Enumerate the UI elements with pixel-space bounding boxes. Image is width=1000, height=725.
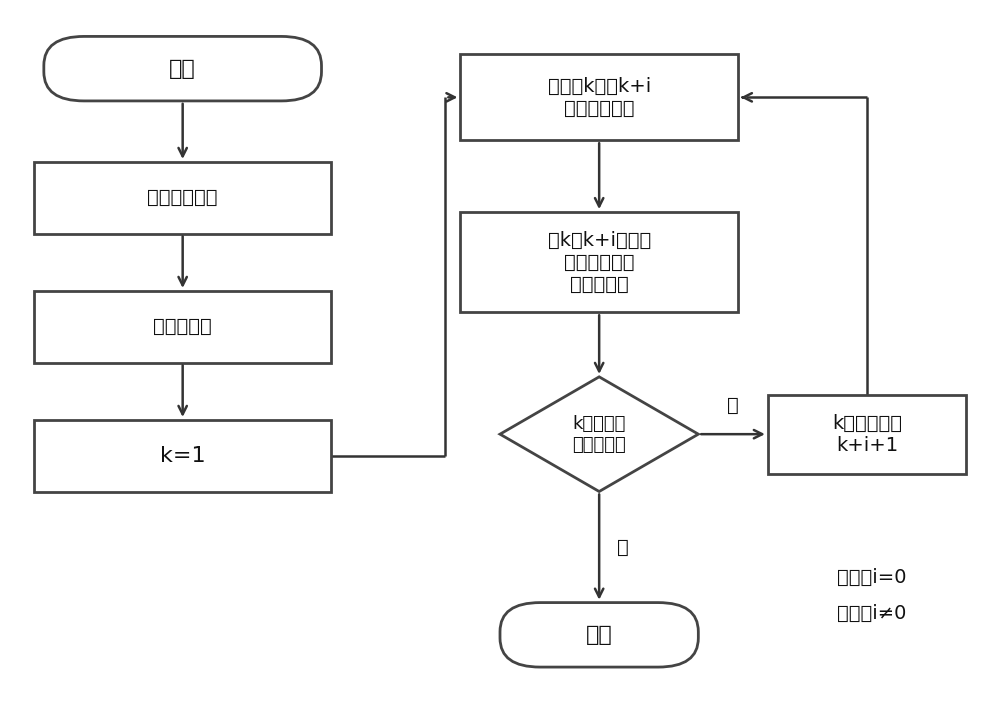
Text: 结束: 结束 — [586, 625, 613, 645]
Text: k重新取值为
k+i+1: k重新取值为 k+i+1 — [832, 414, 902, 455]
Bar — [460, 54, 738, 141]
Bar — [34, 420, 331, 492]
Text: 串行：i=0: 串行：i=0 — [837, 568, 907, 587]
Text: k大于重路
由路径总数: k大于重路 由路径总数 — [572, 415, 626, 454]
Text: k=1: k=1 — [160, 446, 205, 465]
Bar — [768, 394, 966, 473]
FancyBboxPatch shape — [44, 36, 322, 101]
Text: 并行：i≠0: 并行：i≠0 — [837, 604, 907, 623]
FancyBboxPatch shape — [500, 602, 698, 667]
Text: 第k至k+i条路径
切换并释放重
路由前路径: 第k至k+i条路径 切换并释放重 路由前路径 — [548, 231, 651, 294]
Bar — [34, 162, 331, 233]
Bar — [460, 212, 738, 312]
Text: 建立第k至第k+i
条重路由光路: 建立第k至第k+i 条重路由光路 — [548, 77, 651, 118]
Text: 重路由计算: 重路由计算 — [153, 317, 212, 336]
Text: 拒绝业务请求: 拒绝业务请求 — [147, 188, 218, 207]
Polygon shape — [500, 377, 698, 492]
Text: 开始: 开始 — [169, 59, 196, 79]
Text: 否: 否 — [727, 396, 739, 415]
Text: 是: 是 — [617, 537, 629, 557]
Bar — [34, 291, 331, 362]
